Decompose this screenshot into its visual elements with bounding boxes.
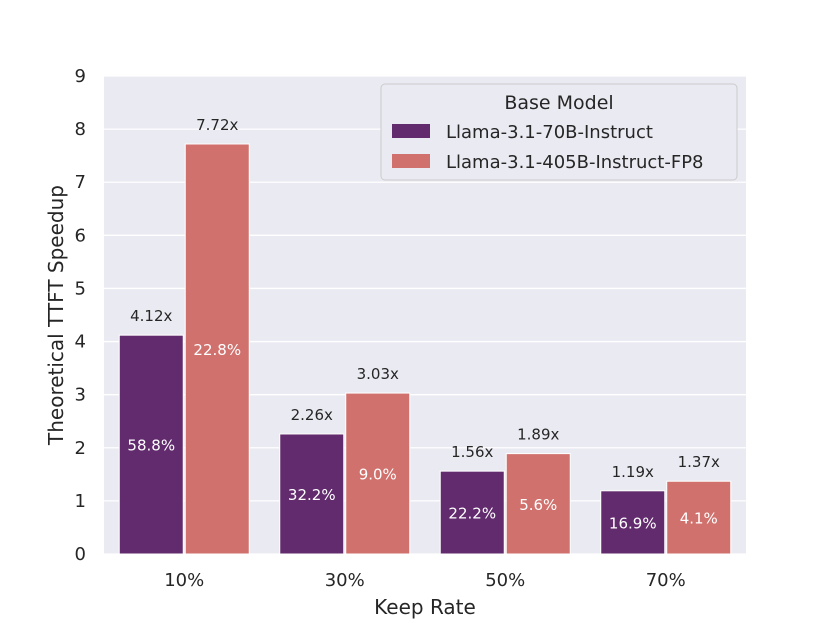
bar-value-label: 4.12x <box>130 307 172 325</box>
bar-s0-c2 <box>439 470 505 555</box>
x-axis-ticks: 10% 30% 50% 70% <box>164 570 686 591</box>
y-tick-label: 6 <box>75 225 86 246</box>
legend-label-405b: Llama-3.1-405B-Instruct-FP8 <box>446 152 704 173</box>
bar-percent-label: 5.6% <box>519 496 557 514</box>
y-tick-label: 3 <box>75 385 86 406</box>
bar-percent-label: 9.0% <box>359 466 397 484</box>
bars <box>118 143 732 555</box>
bar-percent-label: 32.2% <box>288 486 336 504</box>
bar-labels: 4.12x 58.8% 7.72x 22.8% 2.26x 32.2% 3.03x 9.0% 1… <box>127 116 720 532</box>
bar-value-label: 1.37x <box>678 453 720 471</box>
legend-box <box>380 83 738 181</box>
bar-s0-c0 <box>118 334 184 555</box>
x-tick-label: 50% <box>485 570 525 591</box>
legend-swatch-405b <box>392 154 430 168</box>
bar-s1-c3 <box>666 480 732 555</box>
bar-s1-c0 <box>184 143 250 555</box>
bar-s0-c3 <box>600 490 666 555</box>
y-axis-ticks: 0 1 2 3 4 5 6 7 8 9 <box>75 66 86 565</box>
x-tick-label: 10% <box>164 570 204 591</box>
bar-s1-c1 <box>345 392 411 555</box>
legend-swatch-70b <box>392 124 430 138</box>
y-axis-label: Theoretical TTFT Speedup <box>44 185 68 446</box>
y-tick-label: 2 <box>75 438 86 459</box>
bar-percent-label: 58.8% <box>127 437 175 455</box>
bar-percent-label: 16.9% <box>609 514 657 532</box>
bar-value-label: 1.56x <box>451 443 493 461</box>
bar-s0-c1 <box>279 433 345 555</box>
y-tick-label: 7 <box>75 172 86 193</box>
y-tick-label: 4 <box>75 332 86 353</box>
x-tick-label: 30% <box>325 570 365 591</box>
bar-s1-c2 <box>505 453 571 555</box>
bar-value-label: 7.72x <box>196 116 238 134</box>
bar-value-label: 1.89x <box>517 426 559 444</box>
y-tick-label: 5 <box>75 278 86 299</box>
y-tick-label: 9 <box>75 66 86 87</box>
bar-value-label: 3.03x <box>357 365 399 383</box>
x-axis-label: Keep Rate <box>374 595 476 619</box>
y-tick-label: 8 <box>75 119 86 140</box>
bar-percent-label: 4.1% <box>680 510 718 528</box>
legend-label-70b: Llama-3.1-70B-Instruct <box>446 122 653 143</box>
y-tick-label: 1 <box>75 491 86 512</box>
bar-value-label: 1.19x <box>612 463 654 481</box>
x-tick-label: 70% <box>646 570 686 591</box>
bar-value-label: 2.26x <box>291 406 333 424</box>
bar-percent-label: 22.2% <box>448 505 496 523</box>
y-tick-label: 0 <box>75 544 86 565</box>
legend-title: Base Model <box>504 92 613 114</box>
bar-percent-label: 22.8% <box>193 341 241 359</box>
legend: Base Model Llama-3.1-70B-Instruct Llama-… <box>380 83 738 181</box>
